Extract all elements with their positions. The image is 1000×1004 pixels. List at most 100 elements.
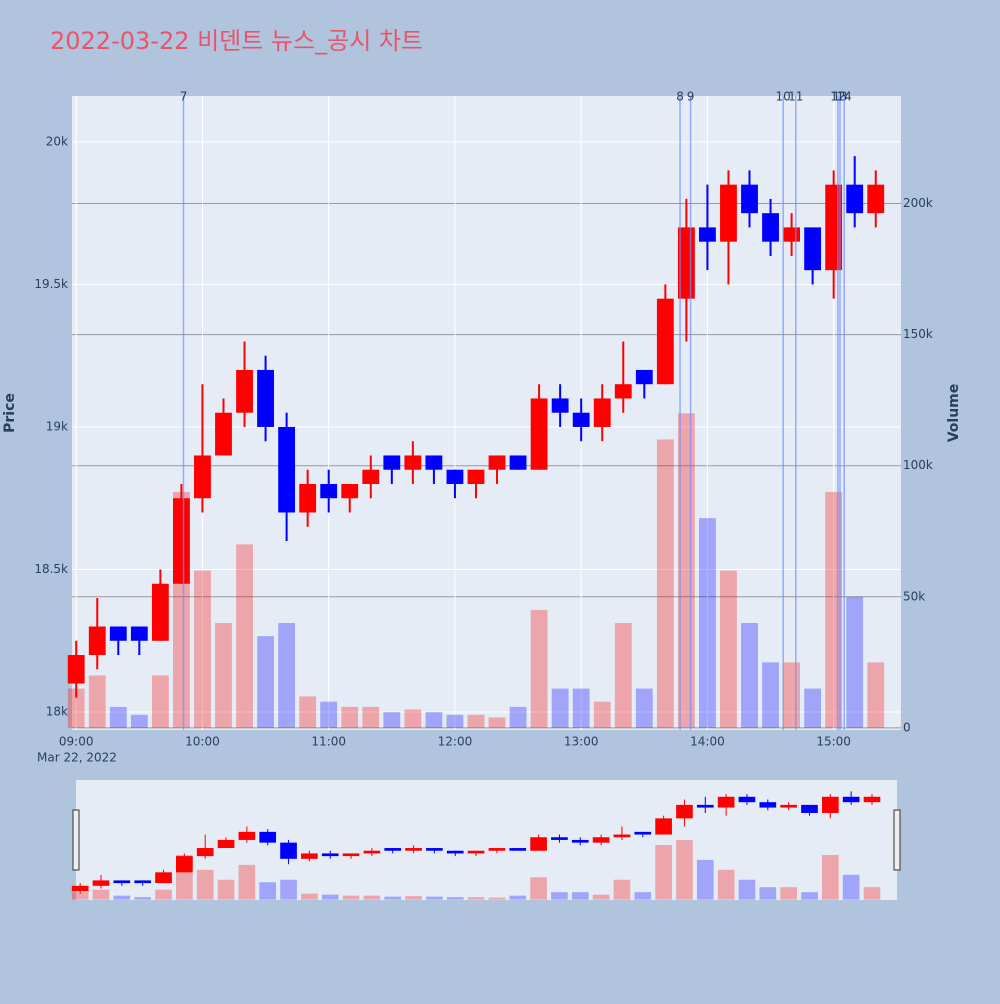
plot-area	[72, 96, 901, 730]
volume-bar	[717, 869, 735, 900]
volume-bar	[467, 897, 485, 900]
volume-bar	[109, 706, 127, 728]
y2-tick-label: 0	[903, 720, 911, 734]
candle-body	[151, 583, 169, 641]
x-tick-label: 12:00	[438, 735, 473, 749]
volume-bar	[846, 596, 864, 728]
candle-body	[821, 796, 839, 813]
volume-bar	[426, 896, 443, 900]
volume-bar	[405, 896, 422, 900]
volume-bar	[863, 887, 881, 900]
candle-body	[509, 848, 527, 851]
candle-body	[530, 837, 547, 851]
volume-bar	[92, 889, 110, 900]
event-label: 7	[180, 90, 188, 104]
volume-bar	[614, 623, 632, 728]
candle-body	[342, 853, 360, 857]
range-slider[interactable]	[76, 780, 897, 900]
volume-bar	[593, 701, 611, 728]
volume-bar	[151, 675, 169, 728]
candle-body	[593, 398, 611, 427]
candle-body	[717, 796, 735, 808]
candle-body	[109, 626, 127, 641]
candle-body	[738, 796, 756, 803]
candle-body	[759, 802, 777, 808]
y-axis-title: Price	[2, 393, 18, 433]
x-tick-label: 09:00	[59, 735, 94, 749]
volume-bar	[238, 864, 256, 900]
candle-body	[67, 655, 85, 684]
candle-body	[425, 455, 443, 470]
volume-bar	[613, 879, 631, 900]
candle-body	[257, 369, 274, 427]
volume-bar	[821, 854, 839, 900]
volume-bar	[383, 712, 401, 728]
volume-bar	[867, 662, 885, 728]
volume-bar	[215, 623, 232, 728]
volume-bar	[320, 701, 338, 728]
volume-bar	[130, 714, 148, 728]
candle-body	[846, 184, 864, 214]
candle-body	[446, 469, 464, 484]
slider-handle[interactable]	[893, 809, 901, 871]
volume-bar	[404, 709, 422, 728]
volume-bar	[71, 892, 89, 900]
candle-body	[488, 848, 506, 851]
candle-body	[404, 455, 422, 470]
candle-body	[320, 483, 338, 499]
volume-bar	[804, 688, 822, 728]
chart-title: 2022-03-22 비덴트 뉴스_공시 차트	[50, 27, 423, 55]
candle-body	[196, 848, 214, 857]
y-tick-label: 18k	[46, 705, 68, 719]
volume-bar	[488, 897, 506, 900]
candle-body	[341, 483, 359, 499]
candle-body	[613, 834, 631, 838]
candle-body	[238, 831, 256, 840]
volume-bar	[259, 882, 277, 900]
volume-bar	[425, 712, 443, 728]
candle-body	[383, 455, 401, 470]
y-tick-label: 19k	[46, 419, 68, 433]
volume-bar	[801, 892, 818, 900]
candle-body	[655, 818, 672, 835]
candle-body	[259, 831, 277, 843]
volume-bar	[446, 714, 464, 728]
event-label: 14	[837, 90, 852, 104]
candle-body	[804, 227, 822, 271]
candle-body	[676, 804, 693, 819]
candle-body	[592, 837, 610, 843]
candle-body	[134, 880, 152, 884]
candle-body	[635, 369, 653, 385]
candle-body	[172, 498, 190, 584]
candle-body	[762, 213, 779, 242]
candle-body	[863, 796, 881, 803]
volume-bar	[280, 879, 297, 900]
candle-body	[194, 455, 211, 499]
volume-bar	[301, 893, 318, 900]
slider-handle[interactable]	[72, 809, 80, 871]
candle-body	[426, 848, 443, 851]
volume-bar	[551, 688, 569, 728]
event-label: 8	[676, 90, 684, 104]
event-label: 10	[776, 90, 791, 104]
candle-body	[362, 469, 380, 484]
volume-bar	[257, 636, 274, 728]
candle-body	[176, 856, 193, 873]
volume-bar	[572, 688, 590, 728]
y2-tick-label: 100k	[903, 458, 933, 472]
event-label: 9	[687, 90, 695, 104]
volume-bar	[551, 892, 568, 900]
x-tick-label: 15:00	[816, 735, 851, 749]
candle-body	[842, 796, 860, 803]
y2-axis-title: Volume	[946, 384, 962, 443]
candle-body	[467, 469, 485, 484]
candle-body	[720, 184, 737, 242]
candle-body	[530, 398, 548, 470]
candle-body	[780, 804, 797, 808]
candle-body	[551, 398, 569, 413]
volume-bar	[741, 623, 758, 728]
volume-bar	[217, 879, 235, 900]
candle-body	[92, 880, 110, 886]
candle-body	[509, 455, 527, 470]
